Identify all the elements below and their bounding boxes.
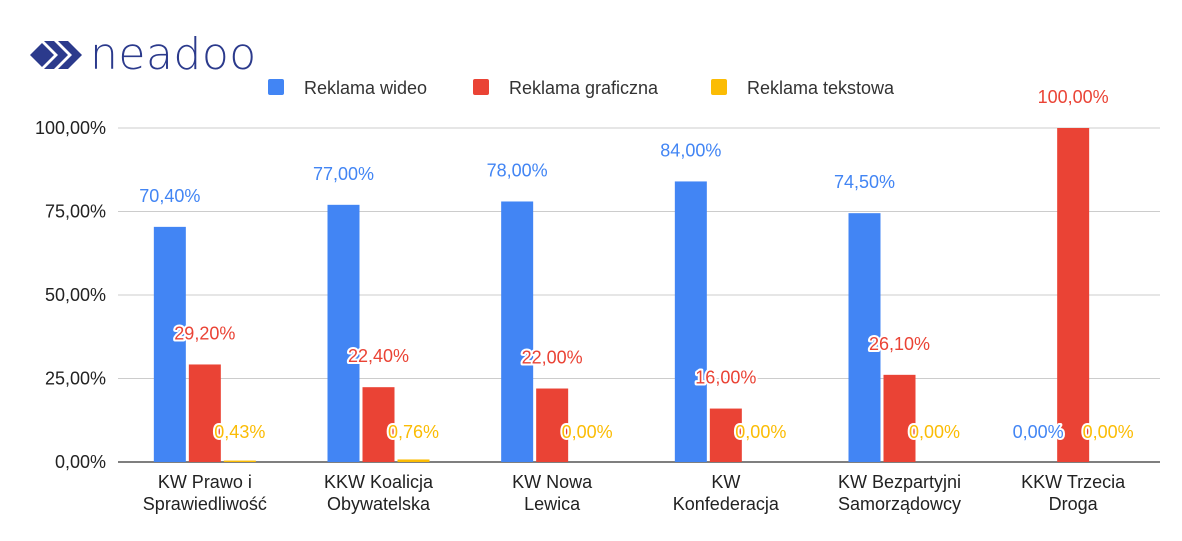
legend-label: Reklama graficzna (509, 78, 659, 98)
bar-reklama-wideo (674, 181, 707, 462)
x-category-label: KW Bezpartyjni Samorządowcy (838, 472, 961, 514)
data-label: 0,43% (214, 422, 265, 442)
legend: Reklama wideo Reklama graficzna Reklama te… (268, 78, 895, 98)
data-label: 0,00% (1013, 422, 1064, 442)
y-tick-label: 25,00% (45, 369, 106, 389)
bar-reklama-graficzna (709, 408, 742, 462)
data-label: 70,40% (139, 186, 200, 206)
category-labels: KW Prawo i Sprawiedliwość KKW Koalicja Obyw… (143, 472, 1126, 514)
data-label: 77,00% (313, 164, 374, 184)
legend-swatch (473, 79, 489, 95)
bar-reklama-graficzna (883, 374, 916, 462)
bar-reklama-tekstowa (397, 459, 430, 462)
bar-reklama-wideo (153, 226, 186, 462)
data-label: 0,00% (735, 422, 786, 442)
data-label: 0,00% (909, 422, 960, 442)
y-tick-label: 100,00% (35, 118, 106, 138)
legend-item: Reklama tekstowa (711, 78, 895, 98)
x-category-label: KW Konfederacja (673, 472, 780, 514)
data-label: 16,00% (695, 368, 756, 388)
data-label: 0,76% (388, 422, 439, 442)
legend-label: Reklama tekstowa (747, 78, 895, 98)
brand-logo: neadoo (28, 30, 257, 80)
brand-name: neadoo (90, 29, 257, 80)
bars (153, 128, 1090, 463)
bar-reklama-tekstowa (223, 460, 256, 462)
bar-reklama-graficzna (1057, 128, 1090, 462)
data-label: 29,20% (174, 323, 235, 343)
data-label: 26,10% (869, 334, 930, 354)
data-label: 0,00% (1083, 422, 1134, 442)
bar-reklama-graficzna (188, 364, 221, 462)
data-label: 100,00% (1038, 87, 1109, 107)
bar-reklama-graficzna (362, 387, 395, 462)
data-label: 78,00% (487, 160, 548, 180)
x-category-label: KW Prawo i Sprawiedliwość (143, 472, 267, 514)
bar-reklama-wideo (327, 204, 360, 462)
data-label: 74,50% (834, 172, 895, 192)
x-category-label: KKW Koalicja Obywatelska (324, 472, 434, 514)
data-labels: 70,40% 29,20% 0,43% 77,00% 22,40% 0,76% 78,00%… (137, 85, 1135, 444)
chevron-double-right-icon (30, 41, 82, 69)
y-tick-label: 75,00% (45, 202, 106, 222)
legend-swatch (268, 79, 284, 95)
legend-swatch (711, 79, 727, 95)
x-category-label: KW Nowa Lewica (512, 472, 593, 514)
bar-reklama-wideo (848, 213, 881, 462)
bar-reklama-graficzna (536, 388, 569, 462)
x-category-label: KKW Trzecia Droga (1021, 472, 1126, 514)
bar-reklama-wideo (501, 201, 534, 463)
data-label: 0,00% (562, 422, 613, 442)
data-label: 84,00% (660, 140, 721, 160)
y-tick-label: 50,00% (45, 285, 106, 305)
y-tick-label: 0,00% (55, 452, 106, 472)
data-label: 22,40% (348, 346, 409, 366)
legend-label: Reklama wideo (304, 78, 427, 98)
legend-item: Reklama wideo (268, 78, 427, 98)
data-label: 22,00% (522, 348, 583, 368)
gridlines (118, 127, 1160, 463)
y-axis-ticks: 0,00% 25,00% 50,00% 75,00% 100,00% (35, 118, 106, 472)
legend-item: Reklama graficzna (473, 78, 659, 98)
